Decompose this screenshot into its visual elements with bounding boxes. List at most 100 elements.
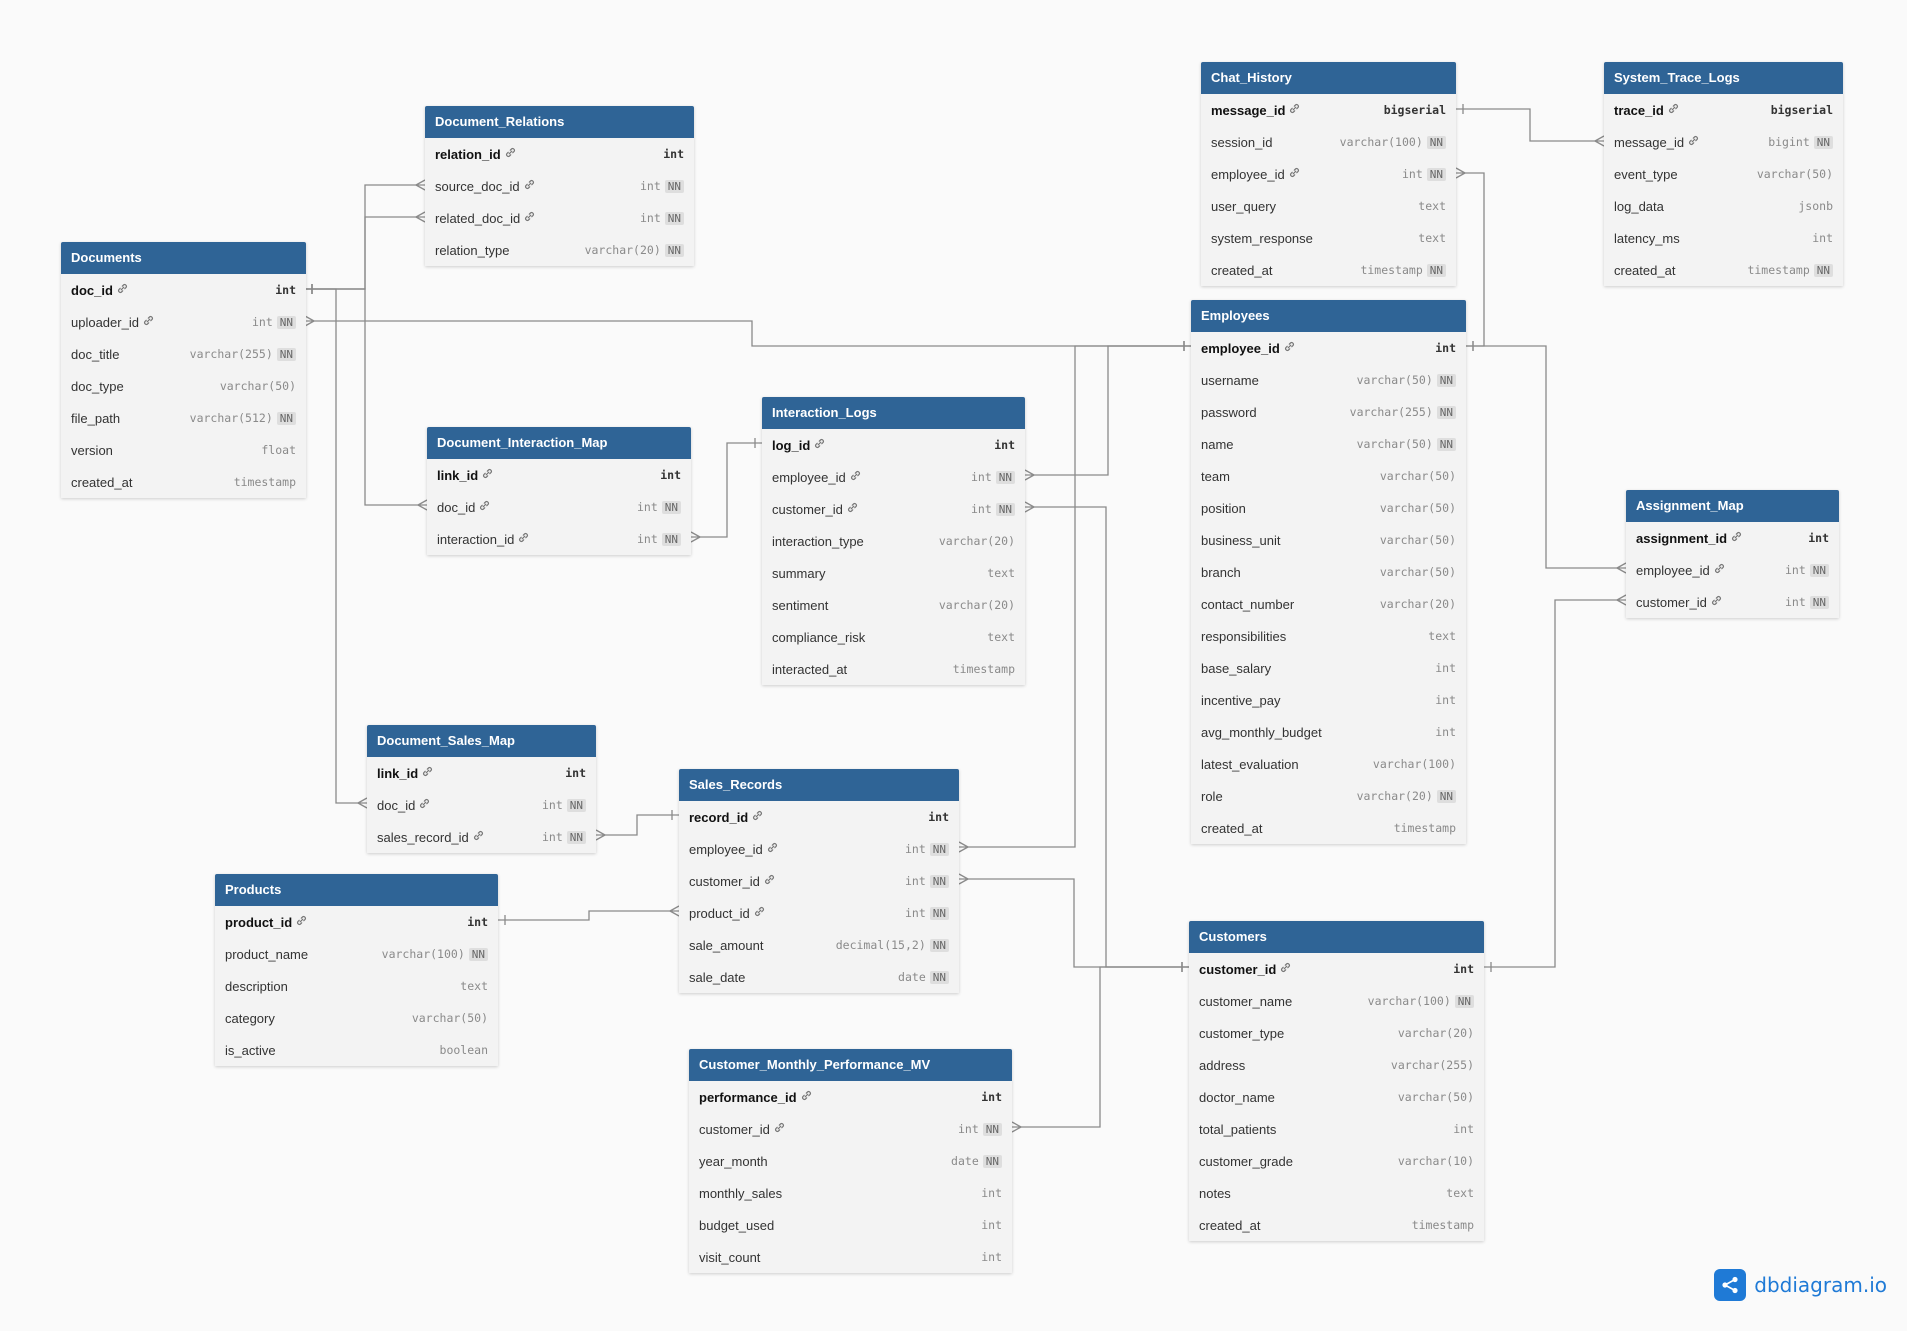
table-products[interactable]: Products product_id int product_name varchar… [215,874,498,1066]
table-row[interactable]: category varchar(50) [215,1002,498,1034]
table-row[interactable]: customer_name varchar(100) NN [1189,985,1484,1017]
table-row[interactable]: relation_id int [425,138,694,170]
table-row[interactable]: customer_id int NN [1626,586,1839,618]
table-row[interactable]: latency_ms int [1604,222,1843,254]
table-header[interactable]: System_Trace_Logs [1604,62,1843,94]
table-header[interactable]: Assignment_Map [1626,490,1839,522]
table-row[interactable]: interaction_type varchar(20) [762,525,1025,557]
table-row[interactable]: employee_id int NN [762,461,1025,493]
table-row[interactable]: doc_title varchar(255) NN [61,338,306,370]
table-row[interactable]: username varchar(50) NN [1191,364,1466,396]
table-row[interactable]: description text [215,970,498,1002]
table-row[interactable]: doctor_name varchar(50) [1189,1081,1484,1113]
table-row[interactable]: product_id int [215,906,498,938]
table-row[interactable]: sale_amount decimal(15,2) NN [679,929,959,961]
table-header[interactable]: Employees [1191,300,1466,332]
table-header[interactable]: Chat_History [1201,62,1456,94]
table-row[interactable]: address varchar(255) [1189,1049,1484,1081]
table-row[interactable]: session_id varchar(100) NN [1201,126,1456,158]
table-row[interactable]: product_id int NN [679,897,959,929]
table-system-trace-logs[interactable]: System_Trace_Logs trace_id bigserial messag… [1604,62,1843,286]
table-row[interactable]: customer_id int NN [679,865,959,897]
table-row[interactable]: branch varchar(50) [1191,556,1466,588]
table-header[interactable]: Documents [61,242,306,274]
table-header[interactable]: Document_Sales_Map [367,725,596,757]
table-row[interactable]: interacted_at timestamp [762,653,1025,685]
table-row[interactable]: log_id int [762,429,1025,461]
table-row[interactable]: visit_count int [689,1241,1012,1273]
table-row[interactable]: sales_record_id int NN [367,821,596,853]
table-row[interactable]: sentiment varchar(20) [762,589,1025,621]
table-row[interactable]: employee_id int NN [1626,554,1839,586]
table-row[interactable]: position varchar(50) [1191,492,1466,524]
table-customer-monthly-performance-mv[interactable]: Customer_Monthly_Performance_MV performan… [689,1049,1012,1273]
table-row[interactable]: uploader_id int NN [61,306,306,338]
table-row[interactable]: message_id bigint NN [1604,126,1843,158]
table-row[interactable]: base_salary int [1191,652,1466,684]
table-row[interactable]: user_query text [1201,190,1456,222]
table-row[interactable]: product_name varchar(100) NN [215,938,498,970]
table-row[interactable]: contact_number varchar(20) [1191,588,1466,620]
table-header[interactable]: Document_Relations [425,106,694,138]
table-row[interactable]: incentive_pay int [1191,684,1466,716]
table-row[interactable]: created_at timestamp [1189,1209,1484,1241]
table-row[interactable]: customer_id int NN [689,1113,1012,1145]
table-row[interactable]: created_at timestamp NN [1604,254,1843,286]
table-row[interactable]: total_patients int [1189,1113,1484,1145]
table-row[interactable]: sale_date date NN [679,961,959,993]
table-row[interactable]: source_doc_id int NN [425,170,694,202]
table-header[interactable]: Products [215,874,498,906]
table-row[interactable]: interaction_id int NN [427,523,691,555]
table-row[interactable]: record_id int [679,801,959,833]
table-document-sales-map[interactable]: Document_Sales_Map link_id int doc_id int NN s… [367,725,596,853]
table-assignment-map[interactable]: Assignment_Map assignment_id int employee_i… [1626,490,1839,618]
table-row[interactable]: password varchar(255) NN [1191,396,1466,428]
table-row[interactable]: role varchar(20) NN [1191,780,1466,812]
table-row[interactable]: customer_id int NN [762,493,1025,525]
table-row[interactable]: relation_type varchar(20) NN [425,234,694,266]
table-row[interactable]: performance_id int [689,1081,1012,1113]
table-row[interactable]: related_doc_id int NN [425,202,694,234]
table-row[interactable]: created_at timestamp NN [1201,254,1456,286]
table-row[interactable]: summary text [762,557,1025,589]
table-row[interactable]: monthly_sales int [689,1177,1012,1209]
table-row[interactable]: employee_id int [1191,332,1466,364]
table-row[interactable]: team varchar(50) [1191,460,1466,492]
table-row[interactable]: event_type varchar(50) [1604,158,1843,190]
table-row[interactable]: business_unit varchar(50) [1191,524,1466,556]
table-employees[interactable]: Employees employee_id int username varchar(5… [1191,300,1466,844]
table-sales-records[interactable]: Sales_Records record_id int employee_id int N… [679,769,959,993]
table-row[interactable]: doc_id int NN [427,491,691,523]
table-row[interactable]: compliance_risk text [762,621,1025,653]
table-row[interactable]: created_at timestamp [61,466,306,498]
table-row[interactable]: name varchar(50) NN [1191,428,1466,460]
table-row[interactable]: doc_type varchar(50) [61,370,306,402]
table-row[interactable]: customer_id int [1189,953,1484,985]
table-row[interactable]: doc_id int NN [367,789,596,821]
table-header[interactable]: Interaction_Logs [762,397,1025,429]
table-row[interactable]: notes text [1189,1177,1484,1209]
table-row[interactable]: version float [61,434,306,466]
table-row[interactable]: avg_monthly_budget int [1191,716,1466,748]
table-customers[interactable]: Customers customer_id int customer_name varc… [1189,921,1484,1241]
table-header[interactable]: Sales_Records [679,769,959,801]
table-documents[interactable]: Documents doc_id int uploader_id int NN doc_ti… [61,242,306,498]
table-interaction-logs[interactable]: Interaction_Logs log_id int employee_id int N… [762,397,1025,685]
table-header[interactable]: Customers [1189,921,1484,953]
table-row[interactable]: file_path varchar(512) NN [61,402,306,434]
table-row[interactable]: system_response text [1201,222,1456,254]
table-row[interactable]: message_id bigserial [1201,94,1456,126]
table-row[interactable]: responsibilities text [1191,620,1466,652]
table-row[interactable]: link_id int [367,757,596,789]
table-row[interactable]: trace_id bigserial [1604,94,1843,126]
table-header[interactable]: Document_Interaction_Map [427,427,691,459]
table-document-interaction-map[interactable]: Document_Interaction_Map link_id int doc_id… [427,427,691,555]
table-row[interactable]: latest_evaluation varchar(100) [1191,748,1466,780]
table-chat-history[interactable]: Chat_History message_id bigserial session_i… [1201,62,1456,286]
table-row[interactable]: budget_used int [689,1209,1012,1241]
table-row[interactable]: customer_grade varchar(10) [1189,1145,1484,1177]
table-row[interactable]: assignment_id int [1626,522,1839,554]
table-header[interactable]: Customer_Monthly_Performance_MV [689,1049,1012,1081]
table-row[interactable]: doc_id int [61,274,306,306]
